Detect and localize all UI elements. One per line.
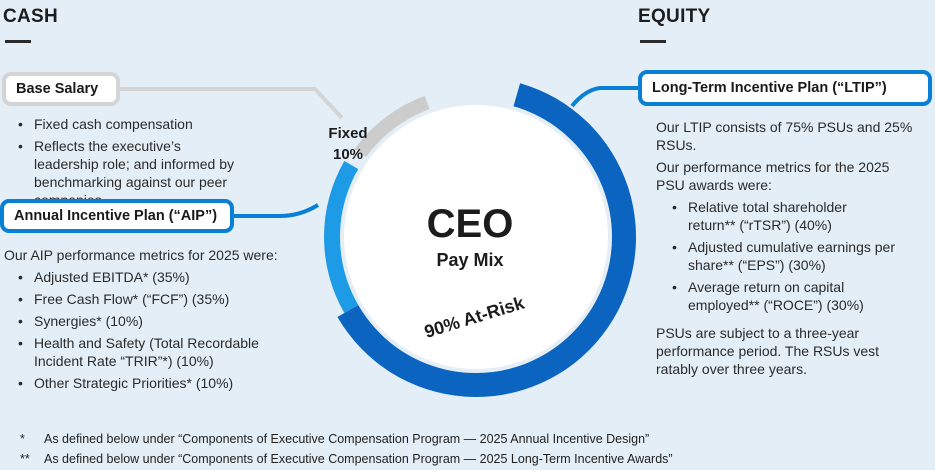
ltip-title: Long-Term Incentive Plan (“LTIP”) [652,80,887,96]
ltip-para-1: Our LTIP consists of 75% PSUs and 25% RS… [656,119,913,153]
list-item: Adjusted cumulative earnings per share**… [668,238,898,274]
footnote-2: ** As defined below under “Components of … [20,452,673,466]
ltip-box: Long-Term Incentive Plan (“LTIP”) [638,70,932,106]
footnote-text: As defined below under “Components of Ex… [44,452,673,466]
aip-connector [233,203,320,218]
footnote-text: As defined below under “Components of Ex… [44,432,650,446]
list-item: Fixed cash compensation [14,115,249,133]
center-circle [340,101,612,373]
equity-title: EQUITY [638,6,711,27]
base-salary-connector [120,87,344,120]
list-item: Synergies* (10%) [14,312,304,330]
base-salary-box: Base Salary [2,72,120,106]
pay-mix-label: Pay Mix [436,250,503,270]
cash-title: CASH [3,6,59,27]
fixed-label: Fixed [328,125,367,142]
aip-box: Annual Incentive Plan (“AIP”) [0,199,234,233]
aip-list: Adjusted EBITDA* (35%) Free Cash Flow* (… [14,268,304,396]
equity-underline [640,40,666,43]
list-item: Adjusted EBITDA* (35%) [14,268,304,286]
fixed-value: 10% [333,146,363,163]
footnote-mark: ** [20,452,30,466]
ceo-label: CEO [427,202,514,246]
ltip-para-2: Our performance metrics for the 2025 PSU… [656,159,890,193]
footnote-1: * As defined below under “Components of E… [20,432,649,446]
footnote-mark: * [20,432,25,446]
ltip-list: Relative total shareholder return** (“rT… [668,198,898,318]
list-item: Relative total shareholder return** (“rT… [668,198,898,234]
aip-intro: Our AIP performance metrics for 2025 wer… [4,247,278,263]
list-item: Average return on capital employed** (“R… [668,278,898,314]
list-item: Other Strategic Priorities* (10%) [14,374,304,392]
ltip-para-3: PSUs are subject to a three-year perform… [656,325,880,377]
aip-title: Annual Incentive Plan (“AIP”) [14,208,218,224]
ltip-connector [570,86,640,108]
cash-underline [5,40,31,43]
base-salary-title: Base Salary [16,81,99,97]
list-item: Health and Safety (Total Recordable Inci… [14,334,304,370]
list-item: Free Cash Flow* (“FCF”) (35%) [14,290,304,308]
